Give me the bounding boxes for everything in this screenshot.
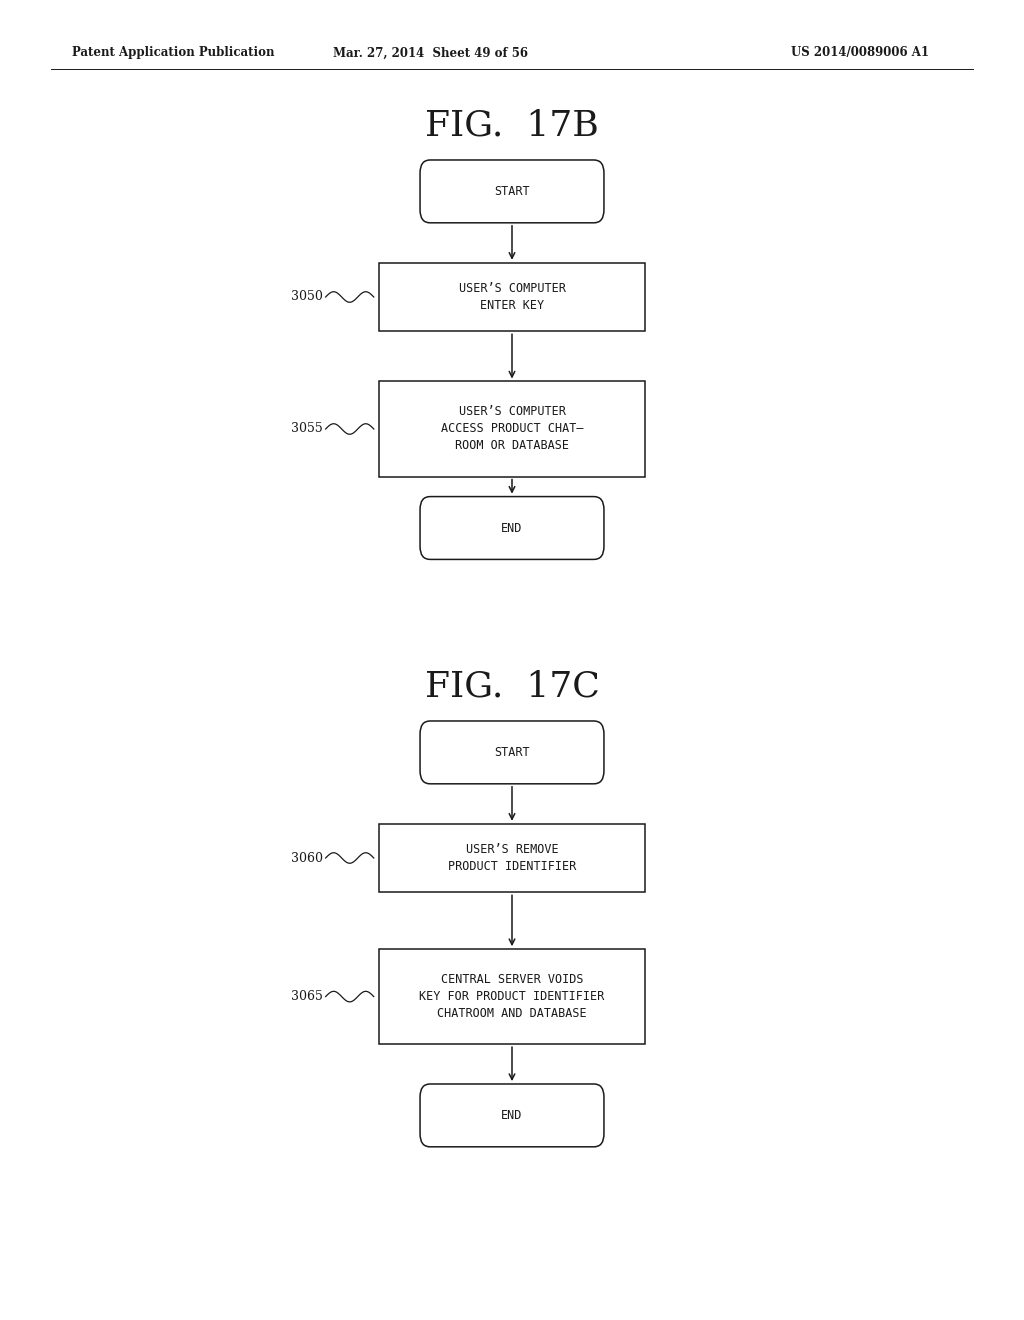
- Text: END: END: [502, 1109, 522, 1122]
- Text: Mar. 27, 2014  Sheet 49 of 56: Mar. 27, 2014 Sheet 49 of 56: [333, 46, 527, 59]
- Text: CENTRAL SERVER VOIDS
KEY FOR PRODUCT IDENTIFIER
CHATROOM AND DATABASE: CENTRAL SERVER VOIDS KEY FOR PRODUCT IDE…: [420, 973, 604, 1020]
- Text: 3060: 3060: [291, 851, 323, 865]
- Text: 3055: 3055: [291, 422, 323, 436]
- Text: US 2014/0089006 A1: US 2014/0089006 A1: [792, 46, 929, 59]
- Text: FIG.  17B: FIG. 17B: [425, 108, 599, 143]
- FancyBboxPatch shape: [420, 1084, 604, 1147]
- FancyBboxPatch shape: [420, 160, 604, 223]
- Text: 3050: 3050: [291, 290, 323, 304]
- FancyBboxPatch shape: [420, 721, 604, 784]
- Text: FIG.  17C: FIG. 17C: [425, 669, 599, 704]
- Bar: [379, 949, 645, 1044]
- Bar: [379, 824, 645, 892]
- Text: 3065: 3065: [291, 990, 323, 1003]
- Text: USER’S COMPUTER
ACCESS PRODUCT CHAT–
ROOM OR DATABASE: USER’S COMPUTER ACCESS PRODUCT CHAT– ROO…: [440, 405, 584, 453]
- Text: END: END: [502, 521, 522, 535]
- Text: Patent Application Publication: Patent Application Publication: [72, 46, 274, 59]
- Text: START: START: [495, 185, 529, 198]
- FancyBboxPatch shape: [420, 496, 604, 560]
- Bar: [379, 381, 645, 477]
- Text: USER’S COMPUTER
ENTER KEY: USER’S COMPUTER ENTER KEY: [459, 282, 565, 312]
- Text: USER’S REMOVE
PRODUCT IDENTIFIER: USER’S REMOVE PRODUCT IDENTIFIER: [447, 843, 577, 873]
- Text: START: START: [495, 746, 529, 759]
- Bar: [379, 263, 645, 331]
